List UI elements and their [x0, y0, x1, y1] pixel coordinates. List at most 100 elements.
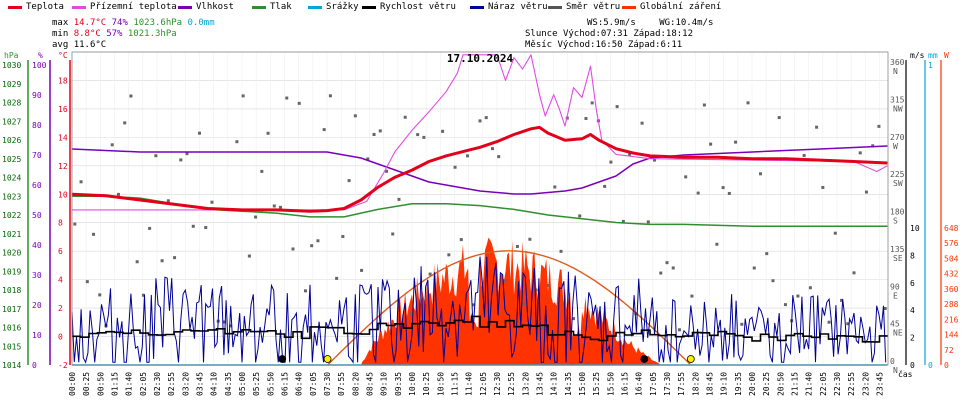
legend-item: Vlhkost — [178, 2, 234, 12]
x-tick-label: 07:05 — [309, 372, 318, 396]
temperature-tick-label: 16 — [58, 105, 68, 114]
solar-tick-label: 648 — [944, 224, 959, 233]
x-tick-label: 13:20 — [521, 372, 530, 396]
hpa-tick-label: 1021 — [2, 230, 21, 239]
legend-label: Náraz větru — [488, 2, 548, 12]
x-tick-label: 12:55 — [507, 372, 516, 396]
direction-tick-degree: 180 — [890, 208, 905, 217]
x-tick-label: 23:20 — [861, 372, 870, 396]
wind-tick-label: 4 — [910, 306, 915, 315]
hpa-axis-title: hPa — [4, 51, 19, 60]
humidity-tick-label: 10 — [32, 331, 42, 340]
max-rain: 0.0mm — [187, 18, 215, 28]
wind-direction-point — [235, 140, 239, 144]
wind-direction-point — [721, 186, 725, 190]
wind-direction-point — [846, 322, 850, 326]
wind-direction-point — [366, 157, 370, 161]
humidity-tick-label: 30 — [32, 271, 42, 280]
temperature-axis-title: °C — [58, 51, 68, 60]
wind-speed-line — [72, 315, 888, 343]
x-tick-label: 09:10 — [380, 372, 389, 396]
legend-swatch — [178, 5, 192, 9]
moon-set: Západ:6:11 — [627, 40, 683, 50]
min-temp: 8.8°C — [73, 29, 101, 39]
wind-direction-point — [802, 153, 806, 157]
wind-tick-label: 6 — [910, 279, 915, 288]
hpa-tick-label: 1025 — [2, 155, 21, 164]
sunrise-marker — [323, 355, 332, 363]
temperature-tick-label: 8 — [58, 219, 63, 228]
max-label: max — [52, 18, 69, 28]
wind-direction-point — [353, 114, 357, 118]
wind-gust-line — [71, 256, 887, 364]
legend-label: Tlak — [270, 2, 292, 12]
wind-direction-point — [696, 191, 700, 195]
wind-direction-point — [422, 135, 426, 139]
stats-sun-row: Slunce Východ:07:31 Západ:18:12 — [525, 29, 693, 39]
x-tick-label: 19:10 — [720, 372, 729, 396]
temperature-tick-label: 2 — [58, 304, 63, 313]
wind-direction-point — [796, 294, 800, 298]
legend-item: Směr větru — [548, 2, 620, 12]
wind-direction-point — [559, 249, 563, 253]
stats-min-row: min 8.8°C 57% 1021.3hPa — [52, 29, 177, 39]
wind-direction-point — [148, 226, 152, 230]
x-tick-label: 18:20 — [691, 372, 700, 396]
wind-direction-point — [297, 101, 301, 105]
temperature-tick-label: 12 — [58, 162, 68, 171]
humidity-tick-label: 50 — [32, 211, 42, 220]
wind-direction-point — [160, 259, 164, 263]
direction-tick-label: E — [893, 291, 898, 300]
solar-tick-label: 72 — [944, 346, 954, 355]
wind-direction-point — [98, 293, 102, 297]
wind-direction-point — [727, 191, 731, 195]
wind-direction-point — [341, 235, 345, 239]
humidity-line — [71, 145, 888, 195]
x-tick-label: 08:45 — [366, 372, 375, 396]
x-tick-label: 21:15 — [791, 372, 800, 396]
x-tick-label: 22:55 — [847, 372, 856, 396]
humidity-tick-label: 80 — [32, 121, 42, 130]
stats-moon-row: Měsíc Východ:16:50 Západ:6:11 — [525, 40, 682, 50]
wind-direction-point — [285, 96, 289, 100]
direction-tick-degree: 315 — [890, 95, 905, 104]
x-tick-label: 15:50 — [606, 372, 615, 396]
wind-direction-point — [702, 103, 706, 107]
direction-tick-label: NE — [893, 329, 903, 338]
x-tick-label: 12:05 — [479, 372, 488, 396]
hpa-tick-label: 1027 — [2, 117, 21, 126]
sunset-marker — [686, 355, 695, 363]
humidity-tick-label: 60 — [32, 181, 42, 190]
wind-direction-point — [173, 256, 177, 260]
legend-swatch — [8, 5, 22, 9]
moon-rise: Východ:16:50 — [557, 40, 623, 50]
avg-temp: 11.6°C — [73, 40, 107, 50]
solar-tick-label: 144 — [944, 331, 959, 340]
hpa-tick-label: 1030 — [2, 61, 21, 70]
legend-item: Globální záření — [622, 2, 721, 12]
temperature-tick-label: -2 — [58, 361, 68, 370]
direction-tick-label: W — [893, 142, 898, 151]
x-tick-label: 21:40 — [805, 372, 814, 396]
wind-direction-point — [310, 244, 314, 248]
legend-item: Přízemní teplota — [72, 2, 177, 12]
stats-avg-row: avg 11.6°C — [52, 40, 106, 50]
wind-direction-point — [472, 303, 476, 307]
hpa-tick-label: 1020 — [2, 249, 21, 258]
solar-radiation-area — [361, 237, 662, 365]
wind-direction-point — [85, 280, 89, 284]
x-tick-label: 04:35 — [224, 372, 233, 396]
wind-direction-point — [840, 298, 844, 302]
max-pressure: 1023.6hPa — [133, 18, 183, 28]
legend-item: Náraz větru — [470, 2, 548, 12]
wind-direction-point — [129, 94, 133, 98]
wind-direction-point — [241, 94, 245, 98]
wind-direction-point — [815, 125, 819, 129]
wind-direction-point — [808, 286, 812, 290]
wind-tick-label: 8 — [910, 251, 915, 260]
wind-direction-point — [709, 142, 713, 146]
hpa-tick-label: 1016 — [2, 324, 21, 333]
wind-direction-point — [684, 175, 688, 179]
x-tick-label: 19:35 — [734, 372, 743, 396]
wind-tick-label: 10 — [910, 224, 920, 233]
